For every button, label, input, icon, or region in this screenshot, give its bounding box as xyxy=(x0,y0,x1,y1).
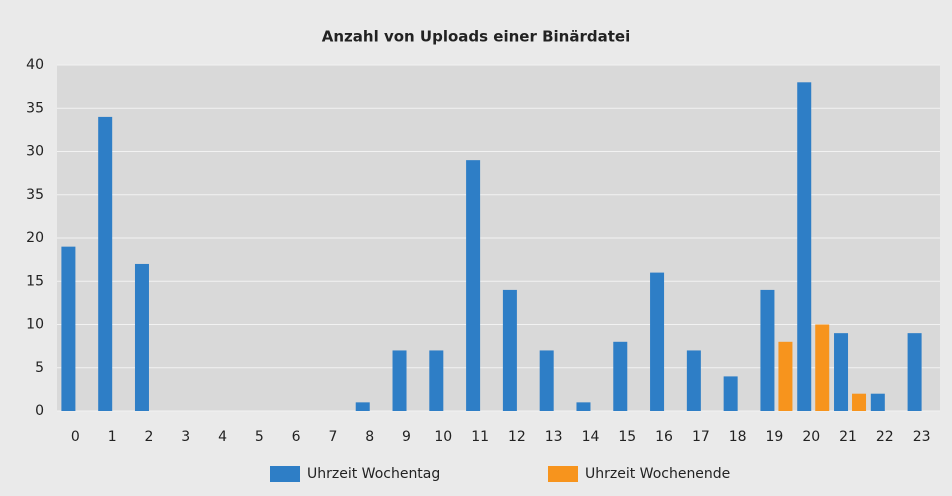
y-tick-label: 15 xyxy=(26,273,44,289)
bar xyxy=(576,402,591,411)
legend-label: Uhrzeit Wochentag xyxy=(307,466,440,482)
x-tick-label: 5 xyxy=(255,429,264,445)
x-tick-label: 8 xyxy=(365,429,374,445)
x-tick-label: 10 xyxy=(434,429,452,445)
bar xyxy=(686,350,701,411)
x-tick-label: 15 xyxy=(618,429,636,445)
x-tick-label: 18 xyxy=(729,429,747,445)
x-tick-label: 20 xyxy=(802,429,820,445)
bar xyxy=(61,246,76,411)
y-tick-label: 35 xyxy=(26,187,44,203)
bar xyxy=(870,393,885,411)
y-tick-label: 40 xyxy=(26,57,44,73)
x-tick-label: 19 xyxy=(766,429,784,445)
x-tick-label: 1 xyxy=(108,429,117,445)
bar xyxy=(98,116,113,412)
bar xyxy=(134,263,149,411)
legend-swatch xyxy=(270,466,300,482)
x-tick-label: 21 xyxy=(839,429,857,445)
y-tick-label: 5 xyxy=(35,360,44,376)
bar xyxy=(613,341,628,411)
y-tick-label: 10 xyxy=(26,317,44,333)
bar xyxy=(723,376,738,411)
bar xyxy=(502,289,517,411)
bar xyxy=(539,350,554,411)
bar xyxy=(355,402,370,411)
x-tick-label: 2 xyxy=(145,429,154,445)
bar xyxy=(650,272,665,411)
x-tick-label: 4 xyxy=(218,429,227,445)
y-tick-label: 20 xyxy=(26,230,44,246)
bar xyxy=(797,82,812,412)
x-tick-label: 22 xyxy=(876,429,894,445)
x-tick-label: 3 xyxy=(181,429,190,445)
bar xyxy=(907,333,922,411)
x-tick-label: 11 xyxy=(471,429,489,445)
bar xyxy=(834,333,849,411)
x-tick-label: 9 xyxy=(402,429,411,445)
legend-label: Uhrzeit Wochenende xyxy=(585,466,730,482)
x-tick-label: 7 xyxy=(328,429,337,445)
y-tick-label: 35 xyxy=(26,100,44,116)
bar xyxy=(760,289,775,411)
bar xyxy=(466,160,481,411)
x-tick-label: 16 xyxy=(655,429,673,445)
legend-swatch xyxy=(548,466,578,482)
x-tick-label: 14 xyxy=(582,429,600,445)
x-tick-label: 13 xyxy=(545,429,563,445)
bar xyxy=(778,341,793,411)
y-tick-label: 0 xyxy=(35,403,44,419)
x-tick-label: 6 xyxy=(292,429,301,445)
y-tick-label: 30 xyxy=(26,144,44,160)
bar xyxy=(852,393,867,411)
x-tick-label: 17 xyxy=(692,429,710,445)
bar xyxy=(392,350,407,411)
x-tick-label: 0 xyxy=(71,429,80,445)
x-tick-label: 23 xyxy=(913,429,931,445)
x-tick-label: 12 xyxy=(508,429,526,445)
bar xyxy=(429,350,444,411)
bar xyxy=(815,324,830,411)
chart-title: Anzahl von Uploads einer Binärdatei xyxy=(322,28,630,46)
